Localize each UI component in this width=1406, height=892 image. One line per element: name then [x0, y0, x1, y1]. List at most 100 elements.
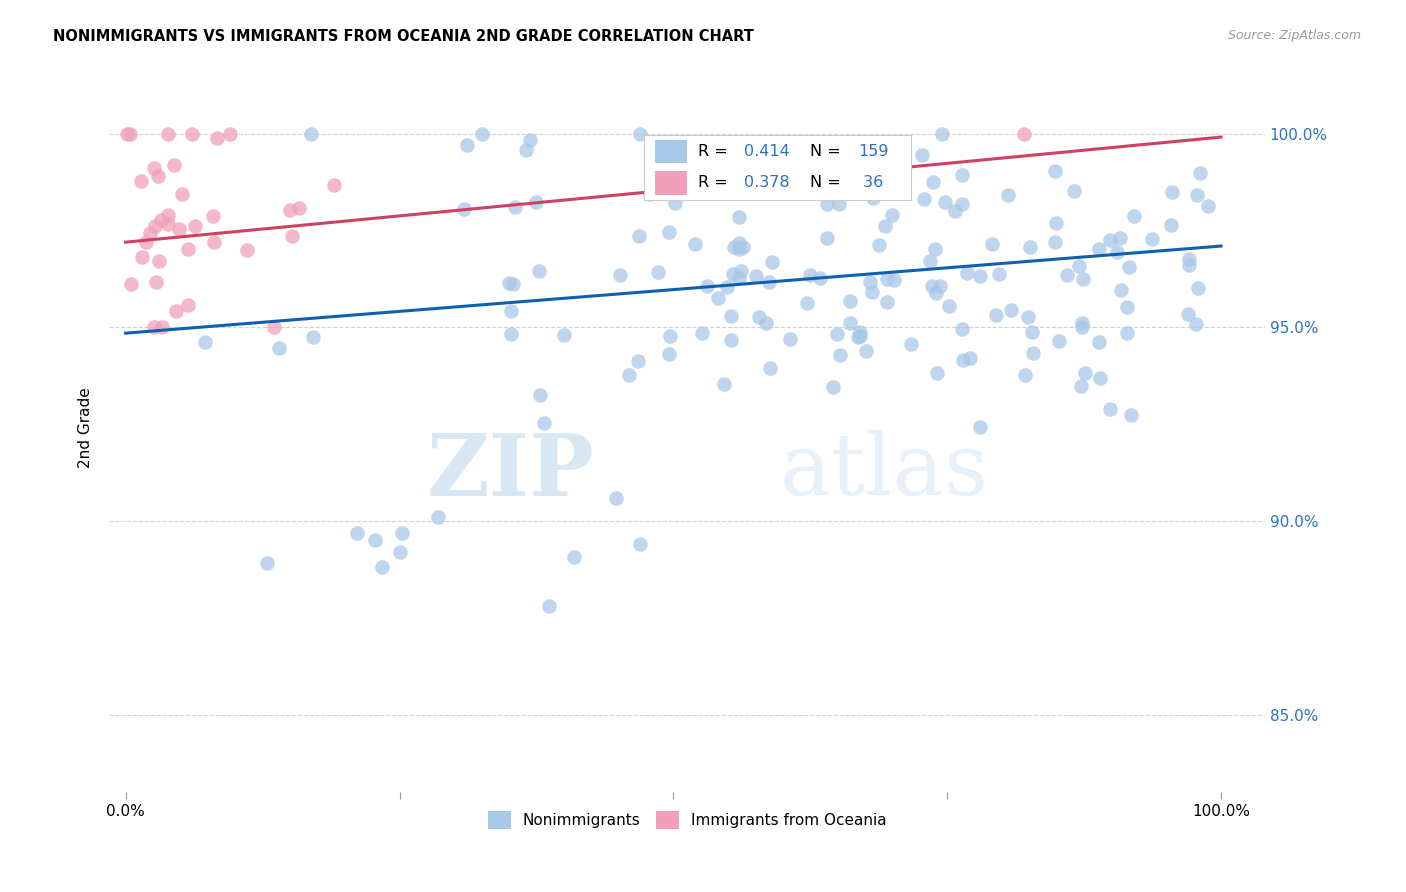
Point [838, 293, 860, 308]
Point [391, 525, 413, 540]
Point [605, 491, 627, 505]
Point [952, 353, 974, 368]
Point [120, 277, 142, 292]
Point [779, 332, 801, 346]
Point [658, 329, 681, 343]
Point [1160, 218, 1182, 232]
Point [235, 243, 257, 257]
Point [1099, 401, 1122, 416]
Point [918, 254, 941, 268]
Point [519, 133, 541, 147]
Point [219, 127, 242, 141]
Point [538, 599, 561, 613]
Point [1121, 408, 1143, 422]
Point [1115, 326, 1137, 340]
Point [713, 377, 735, 392]
Point [911, 148, 934, 162]
Point [1115, 301, 1137, 315]
Point [956, 266, 979, 280]
Text: 0.414: 0.414 [744, 144, 790, 159]
Point [256, 557, 278, 571]
Point [696, 278, 718, 293]
Point [1098, 233, 1121, 247]
Point [1014, 368, 1036, 383]
Point [658, 225, 681, 239]
Point [299, 127, 322, 141]
Point [986, 308, 1008, 322]
Point [302, 329, 325, 343]
Point [728, 270, 751, 285]
Point [628, 127, 651, 141]
Point [1017, 310, 1039, 324]
Point [969, 420, 991, 434]
Point [115, 127, 138, 141]
Point [1177, 307, 1199, 321]
Point [163, 158, 186, 172]
Point [1185, 188, 1208, 202]
Point [1070, 378, 1092, 392]
Text: 36: 36 [858, 176, 883, 190]
Point [1071, 320, 1094, 334]
Point [862, 191, 884, 205]
Point [453, 202, 475, 217]
Point [562, 549, 585, 564]
Point [929, 279, 952, 293]
Point [1063, 184, 1085, 198]
Text: atlas: atlas [779, 430, 988, 513]
Point [728, 236, 751, 251]
Point [859, 275, 882, 289]
Point [1073, 366, 1095, 380]
Point [823, 380, 845, 394]
Point [288, 201, 311, 215]
Point [925, 367, 948, 381]
Point [118, 127, 141, 141]
Text: NONIMMIGRANTS VS IMMIGRANTS FROM OCEANIA 2ND GRADE CORRELATION CHART: NONIMMIGRANTS VS IMMIGRANTS FROM OCEANIA… [53, 29, 754, 44]
Text: R =: R = [697, 176, 733, 190]
Point [181, 127, 204, 141]
Point [281, 229, 304, 244]
Point [1000, 302, 1022, 317]
Point [931, 127, 953, 141]
Point [1140, 232, 1163, 246]
Point [167, 222, 190, 236]
Legend: Nonimmigrants, Immigrants from Oceania: Nonimmigrants, Immigrants from Oceania [481, 805, 893, 835]
Point [690, 326, 713, 340]
Point [165, 303, 187, 318]
Point [730, 264, 752, 278]
Point [846, 329, 869, 343]
Point [1043, 235, 1066, 249]
Point [278, 203, 301, 218]
Point [269, 341, 291, 355]
Point [987, 267, 1010, 281]
Point [627, 354, 650, 368]
Point [1018, 240, 1040, 254]
Point [505, 200, 527, 214]
Y-axis label: 2nd Grade: 2nd Grade [79, 388, 93, 468]
Point [628, 537, 651, 551]
Point [796, 296, 818, 310]
Point [720, 333, 742, 347]
Point [900, 337, 922, 351]
Point [723, 240, 745, 254]
Point [370, 560, 392, 574]
Point [148, 169, 170, 183]
Point [183, 219, 205, 233]
Point [849, 325, 872, 339]
Text: R =: R = [697, 144, 733, 159]
Point [799, 268, 821, 283]
Point [1088, 335, 1111, 350]
Point [456, 138, 478, 153]
Point [658, 347, 681, 361]
Point [868, 238, 890, 252]
Point [142, 161, 165, 175]
Text: ZIP: ZIP [427, 430, 595, 514]
Point [759, 361, 782, 376]
Point [177, 298, 200, 312]
Point [959, 351, 981, 366]
Point [815, 197, 838, 211]
Point [1088, 242, 1111, 256]
Point [156, 127, 179, 141]
Point [553, 328, 575, 343]
Point [172, 186, 194, 201]
Point [201, 209, 224, 223]
